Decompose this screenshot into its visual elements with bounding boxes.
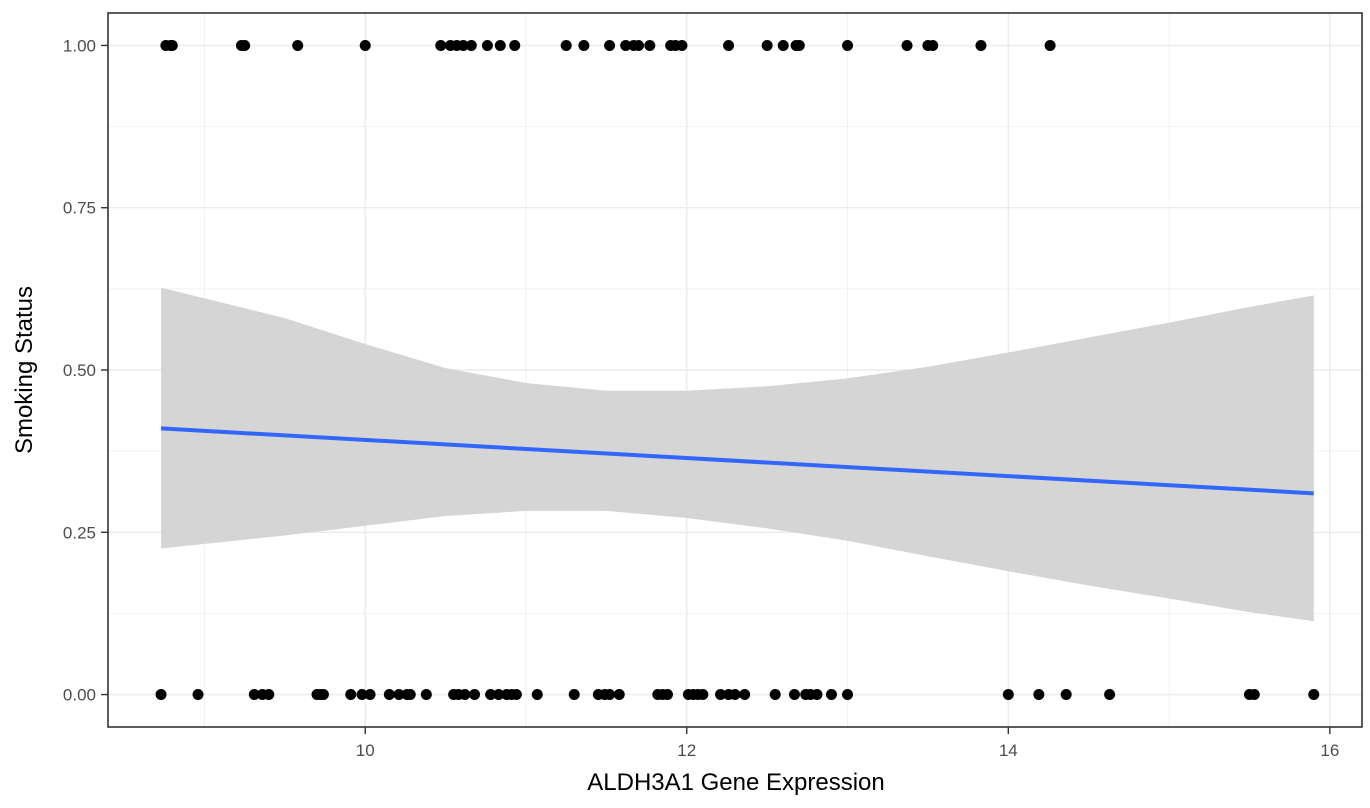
x-axis-title: ALDH3A1 Gene Expression — [587, 769, 885, 796]
fit-line-layer — [160, 426, 1314, 496]
data-point — [239, 39, 251, 51]
y-tick-label: 0.75 — [63, 199, 96, 218]
data-point — [676, 39, 688, 51]
data-point — [568, 689, 580, 701]
data-point — [404, 689, 416, 701]
data-point — [842, 39, 854, 51]
data-point — [811, 689, 823, 701]
data-point — [393, 689, 405, 701]
data-point — [509, 39, 521, 51]
data-point — [604, 39, 616, 51]
data-point — [1308, 689, 1320, 701]
data-point — [777, 39, 789, 51]
y-tick-label: 0.50 — [63, 361, 96, 380]
x-tick-label: 14 — [999, 741, 1018, 760]
data-point — [493, 689, 505, 701]
data-point — [166, 39, 178, 51]
y-axis-ticks: 0.00 0.25 0.50 0.75 1.00 — [63, 36, 108, 705]
data-point — [481, 39, 493, 51]
data-point — [769, 689, 781, 701]
data-point — [739, 689, 751, 701]
y-tick-label: 1.00 — [63, 36, 96, 55]
x-tick-label: 16 — [1320, 741, 1339, 760]
data-point — [793, 39, 805, 51]
data-point — [383, 689, 395, 701]
data-point — [263, 689, 275, 701]
data-point — [723, 39, 735, 51]
regression-fit-line — [160, 426, 1314, 496]
data-point — [317, 689, 329, 701]
data-point — [613, 689, 625, 701]
data-point — [620, 39, 632, 51]
data-points-layer — [155, 39, 1320, 701]
data-point — [359, 39, 371, 51]
data-point — [457, 39, 469, 51]
x-tick-label: 12 — [677, 741, 696, 760]
data-point — [485, 689, 497, 701]
data-point — [356, 689, 368, 701]
data-point — [192, 689, 204, 701]
data-point — [510, 689, 522, 701]
x-tick-label: 10 — [356, 741, 375, 760]
data-point — [459, 689, 471, 701]
data-point — [1002, 689, 1014, 701]
y-tick-label: 0.25 — [63, 523, 96, 542]
data-point — [494, 39, 506, 51]
data-point — [927, 39, 939, 51]
data-point — [715, 689, 727, 701]
data-point — [345, 689, 357, 701]
x-axis-ticks: 10 12 14 16 — [356, 727, 1339, 760]
data-point — [469, 689, 481, 701]
data-point — [560, 39, 572, 51]
y-axis-title: Smoking Status — [11, 286, 38, 454]
data-point — [842, 689, 854, 701]
data-point — [633, 39, 645, 51]
data-point — [364, 689, 376, 701]
confidence-band-layer — [161, 287, 1314, 622]
data-point — [420, 689, 432, 701]
data-point — [1060, 689, 1072, 701]
data-point — [697, 689, 709, 701]
data-point — [761, 39, 773, 51]
data-point — [292, 39, 304, 51]
data-point — [435, 39, 447, 51]
data-point — [1033, 689, 1045, 701]
data-point — [975, 39, 987, 51]
data-point — [788, 689, 800, 701]
data-point — [729, 689, 741, 701]
data-point — [531, 689, 543, 701]
data-point — [1248, 689, 1260, 701]
data-point — [465, 39, 477, 51]
data-point — [825, 689, 837, 701]
data-point — [578, 39, 590, 51]
data-point — [248, 689, 260, 701]
data-point — [661, 689, 673, 701]
data-point — [644, 39, 656, 51]
y-tick-label: 0.00 — [63, 686, 96, 705]
data-point — [901, 39, 913, 51]
data-point — [604, 689, 616, 701]
data-point — [1104, 689, 1116, 701]
confidence-band — [161, 287, 1314, 622]
data-point — [1044, 39, 1056, 51]
data-point — [155, 689, 167, 701]
